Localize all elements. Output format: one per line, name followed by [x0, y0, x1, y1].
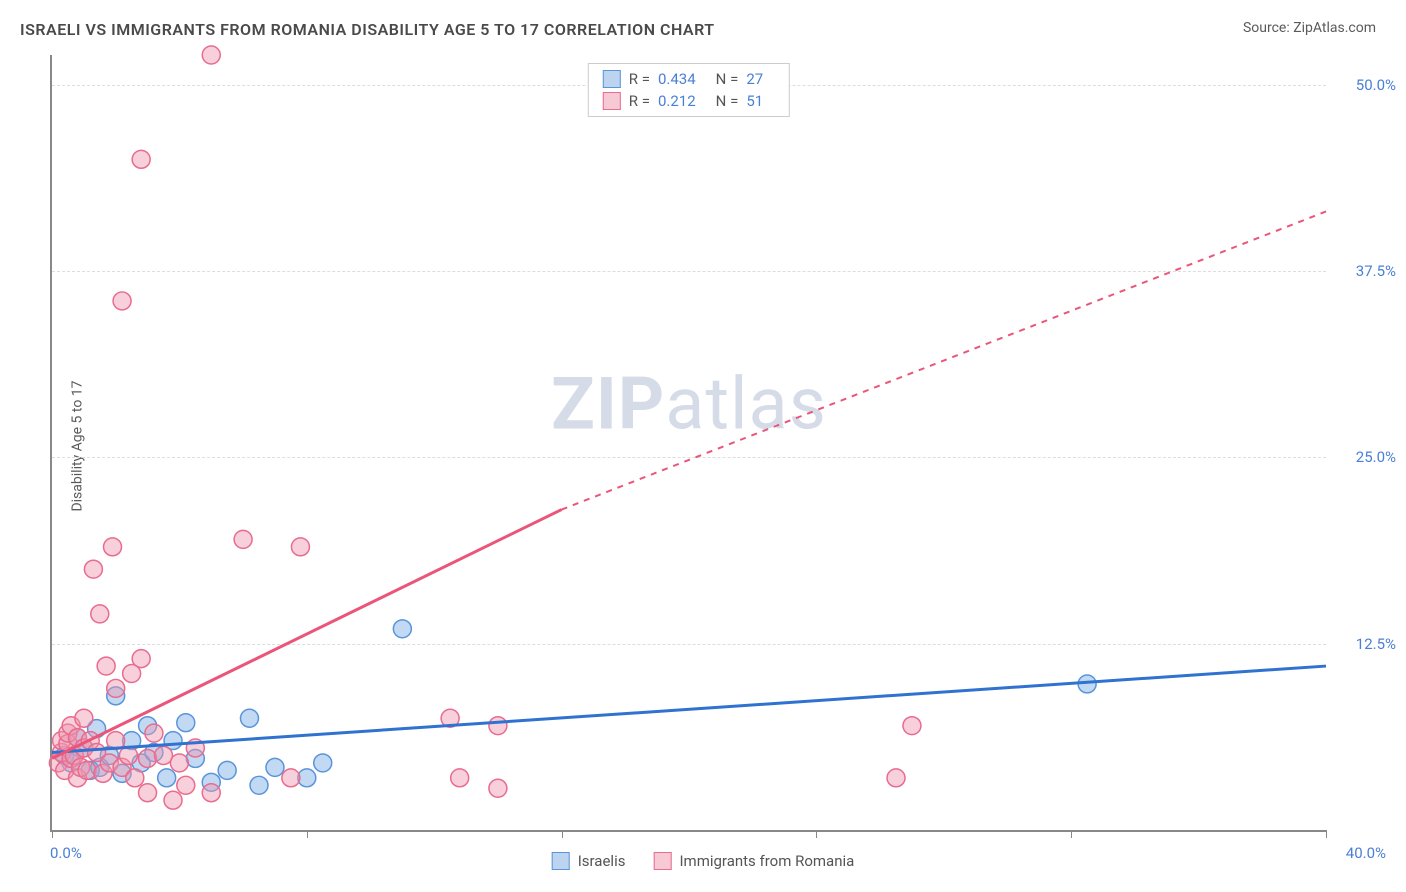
data-point [132, 150, 150, 168]
trend-line-extrapolated [562, 211, 1326, 509]
data-point [84, 560, 102, 578]
legend-swatch [653, 852, 671, 870]
bottom-legend-item: Immigrants from Romania [653, 852, 854, 870]
bottom-legend: Israelis Immigrants from Romania [552, 852, 855, 870]
source-attribution: Source: ZipAtlas.com [1243, 20, 1376, 36]
x-axis-min-label: 0.0% [50, 844, 82, 862]
data-point [139, 784, 157, 802]
legend-label: Immigrants from Romania [679, 852, 854, 870]
data-point [282, 769, 300, 787]
x-tick [562, 830, 563, 838]
data-point [126, 769, 144, 787]
data-point [75, 709, 93, 727]
y-tick-label: 12.5% [1336, 635, 1396, 653]
data-point [158, 769, 176, 787]
data-point [291, 538, 309, 556]
data-point [489, 779, 507, 797]
data-point [393, 620, 411, 638]
x-tick [307, 830, 308, 838]
data-point [132, 650, 150, 668]
data-point [218, 761, 236, 779]
legend-label: Israelis [578, 852, 626, 870]
data-point [107, 679, 125, 697]
y-tick-label: 25.0% [1336, 448, 1396, 466]
legend-swatch [552, 852, 570, 870]
data-point [202, 46, 220, 64]
source-label: Source: [1243, 20, 1293, 36]
data-point [97, 657, 115, 675]
data-point [451, 769, 469, 787]
data-point [887, 769, 905, 787]
data-point [164, 791, 182, 809]
y-tick-label: 37.5% [1336, 262, 1396, 280]
source-name: ZipAtlas.com [1293, 20, 1376, 36]
x-tick [816, 830, 817, 838]
data-point [489, 717, 507, 735]
data-point [145, 724, 163, 742]
data-point [113, 292, 131, 310]
correlation-chart: ISRAELI VS IMMIGRANTS FROM ROMANIA DISAB… [0, 0, 1406, 892]
data-point [314, 754, 332, 772]
data-point [91, 605, 109, 623]
data-point [903, 717, 921, 735]
x-axis-max-label: 40.0% [1346, 844, 1386, 862]
data-point [139, 749, 157, 767]
data-point [266, 758, 284, 776]
chart-title: ISRAELI VS IMMIGRANTS FROM ROMANIA DISAB… [20, 20, 715, 39]
data-point [170, 754, 188, 772]
bottom-legend-item: Israelis [552, 852, 626, 870]
data-point [177, 776, 195, 794]
x-tick [52, 830, 53, 838]
plot-area: ZIPatlas R = 0.434 N = 27 R = 0.212 N = … [50, 55, 1326, 832]
x-tick [1071, 830, 1072, 838]
trend-line [52, 666, 1326, 752]
data-point [78, 761, 96, 779]
data-point [104, 538, 122, 556]
scatter-svg [52, 55, 1326, 830]
x-tick [1326, 830, 1327, 838]
y-tick-label: 50.0% [1336, 76, 1396, 94]
data-point [240, 709, 258, 727]
data-point [177, 714, 195, 732]
data-point [234, 530, 252, 548]
data-point [250, 776, 268, 794]
data-point [202, 784, 220, 802]
